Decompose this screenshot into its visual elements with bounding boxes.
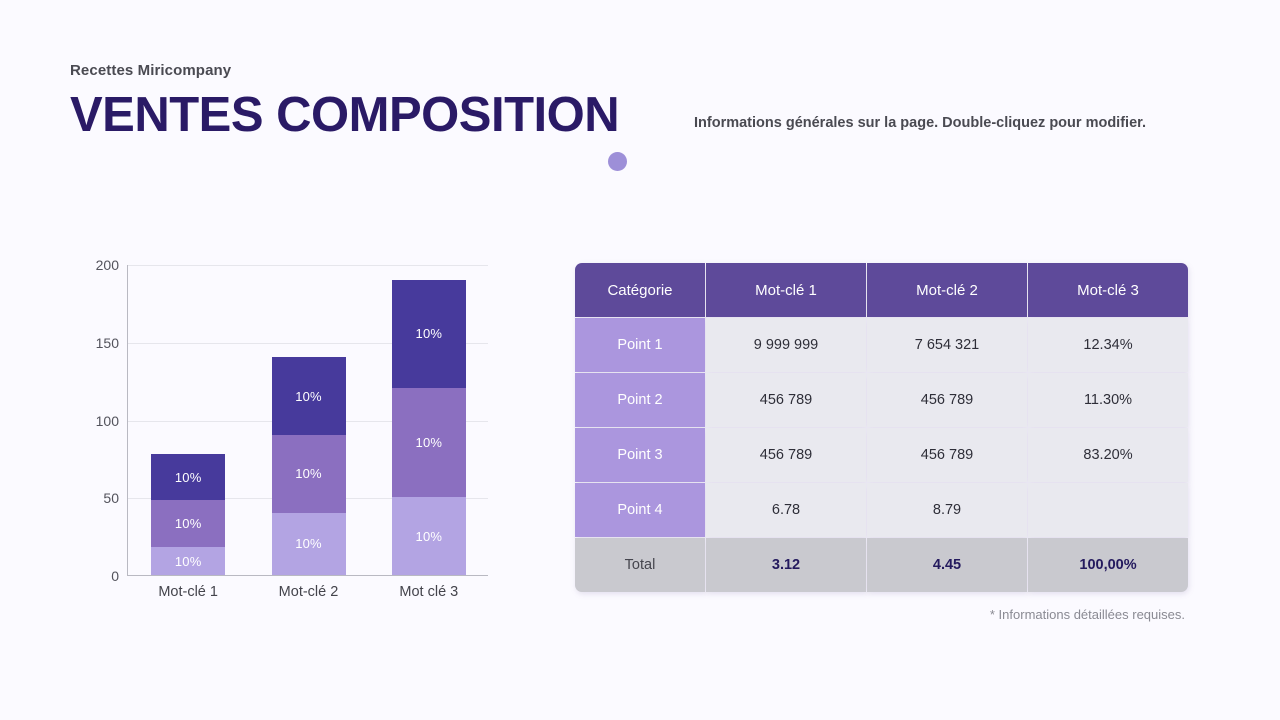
eyebrow-text: Recettes Miricompany xyxy=(70,62,232,79)
chart-bar-segment[interactable]: 10% xyxy=(271,512,346,575)
page-header: Recettes Miricompany VENTES COMPOSITION xyxy=(70,62,627,171)
chart-gridline xyxy=(128,342,488,344)
table-row-category[interactable]: Point 3 xyxy=(575,428,705,482)
chart-bar-value-label: 10% xyxy=(295,536,322,552)
stacked-bar-chart: 0 50 100 150 200 10% 10% 10% Mot-clé 1 10% 10% 10% M… xyxy=(70,255,500,605)
y-axis-tick-label: 200 xyxy=(95,257,119,273)
table-cell[interactable]: 456 789 xyxy=(706,373,866,427)
table-row[interactable]: Point 4 6.78 8.79 xyxy=(575,483,1188,537)
table-cell[interactable]: 456 789 xyxy=(867,373,1027,427)
chart-bar-segment[interactable]: 10% xyxy=(391,388,466,498)
table-cell[interactable]: 456 789 xyxy=(706,428,866,482)
chart-bar-value-label: 10% xyxy=(174,469,202,485)
table-header-row: Catégorie Mot-clé 1 Mot-clé 2 Mot-clé 3 xyxy=(575,263,1188,317)
table-column-header[interactable]: Mot-clé 2 xyxy=(867,263,1027,317)
data-table-block: Catégorie Mot-clé 1 Mot-clé 2 Mot-clé 3 Poi… xyxy=(574,262,1189,622)
table-column-header[interactable]: Mot-clé 3 xyxy=(1028,263,1188,317)
chart-bar-group[interactable]: 10% 10% 10% xyxy=(271,357,346,575)
chart-bar-value-label: 10% xyxy=(174,516,202,532)
chart-bar-segment[interactable]: 10% xyxy=(151,547,226,575)
table-row-category[interactable]: Point 2 xyxy=(575,373,705,427)
table-total-cell: 4.45 xyxy=(867,538,1027,592)
table-cell[interactable]: 12.34% xyxy=(1028,318,1188,372)
table-row[interactable]: Point 3 456 789 456 789 83.20% xyxy=(575,428,1188,482)
table-row[interactable]: Point 2 456 789 456 789 11.30% xyxy=(575,373,1188,427)
chart-bar-value-label: 10% xyxy=(415,326,443,342)
chart-bar-segment[interactable]: 10% xyxy=(151,500,226,548)
table-row-category[interactable]: Point 1 xyxy=(575,318,705,372)
table-cell[interactable]: 7 654 321 xyxy=(867,318,1027,372)
table-row-category[interactable]: Point 4 xyxy=(575,483,705,537)
page-subtitle[interactable]: Informations générales sur la page. Doub… xyxy=(694,115,1146,131)
chart-bar-value-label: 10% xyxy=(174,553,202,569)
page-title: VENTES COMPOSITION xyxy=(70,88,620,142)
table-column-header[interactable]: Mot-clé 1 xyxy=(706,263,866,317)
title-wrap: VENTES COMPOSITION xyxy=(70,88,627,171)
table-header: Catégorie Mot-clé 1 Mot-clé 2 Mot-clé 3 xyxy=(575,263,1188,317)
table-total-label: Total xyxy=(575,538,705,592)
table-cell[interactable]: 9 999 999 xyxy=(706,318,866,372)
chart-bar-segment[interactable]: 10% xyxy=(271,357,346,436)
chart-bar-group[interactable]: 10% 10% 10% xyxy=(151,453,226,575)
table-cell[interactable] xyxy=(1028,483,1188,537)
table-column-header[interactable]: Catégorie xyxy=(575,263,705,317)
table-cell[interactable]: 83.20% xyxy=(1028,428,1188,482)
chart-gridline xyxy=(128,265,488,266)
chart-bar-value-label: 10% xyxy=(295,388,322,404)
decorative-dot xyxy=(608,152,627,171)
chart-bar-group[interactable]: 10% 10% 10% xyxy=(391,279,466,575)
chart-bar-segment[interactable]: 10% xyxy=(151,453,226,501)
y-axis-tick-label: 100 xyxy=(95,412,119,429)
x-axis-tick-label: Mot-clé 2 xyxy=(278,584,339,600)
y-axis-tick-label: 50 xyxy=(103,490,119,507)
chart-bar-value-label: 10% xyxy=(295,466,322,482)
chart-bar-segment[interactable]: 10% xyxy=(391,497,466,575)
chart-plot-area: 0 50 100 150 200 10% 10% 10% Mot-clé 1 10% 10% 10% M… xyxy=(96,257,488,600)
table-total-cell: 3.12 xyxy=(706,538,866,592)
table-cell[interactable]: 11.30% xyxy=(1028,373,1188,427)
data-table[interactable]: Catégorie Mot-clé 1 Mot-clé 2 Mot-clé 3 Poi… xyxy=(574,262,1189,593)
y-axis-tick-label: 150 xyxy=(95,334,119,351)
chart-bar-segment[interactable]: 10% xyxy=(391,279,466,389)
table-total-row[interactable]: Total 3.12 4.45 100,00% xyxy=(575,538,1188,592)
table-cell[interactable]: 6.78 xyxy=(706,483,866,537)
y-axis-tick-label: 0 xyxy=(111,568,119,584)
table-cell[interactable]: 456 789 xyxy=(867,428,1027,482)
table-cell[interactable]: 8.79 xyxy=(867,483,1027,537)
chart-bar-value-label: 10% xyxy=(415,435,443,451)
table-total-cell: 100,00% xyxy=(1028,538,1188,592)
chart-bar-value-label: 10% xyxy=(415,528,443,544)
x-axis-tick-label: Mot clé 3 xyxy=(399,584,459,600)
chart-bar-segment[interactable]: 10% xyxy=(271,435,346,513)
x-axis-tick-label: Mot-clé 1 xyxy=(158,584,218,600)
table-footnote: * Informations détaillées requises. xyxy=(989,607,1185,622)
